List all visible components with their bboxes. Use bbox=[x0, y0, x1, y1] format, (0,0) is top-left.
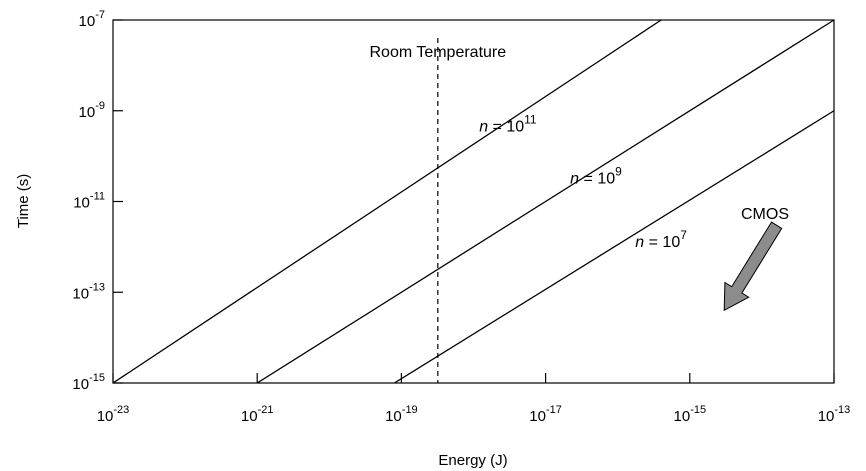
x-tick-label: 10-17 bbox=[529, 404, 562, 425]
x-tick-label: 10-21 bbox=[241, 404, 274, 425]
series-line bbox=[112, 19, 662, 384]
series-lines: n = 1011 n = 109 n = 107 bbox=[112, 19, 835, 384]
x-tick-label: 10-23 bbox=[97, 404, 130, 425]
cmos-label: CMOS bbox=[741, 206, 789, 223]
x-tick-label: 10-19 bbox=[385, 404, 418, 425]
x-tick-label: 10-13 bbox=[818, 404, 851, 425]
cmos-arrow bbox=[723, 221, 783, 312]
y-tick-label: 10-9 bbox=[79, 100, 105, 121]
x-tick-label: 10-15 bbox=[674, 404, 707, 425]
series-label: n = 109 bbox=[570, 164, 622, 187]
y-axis-ticks: 10-15 10-13 10-11 10-9 10-7 bbox=[72, 9, 123, 393]
series-line bbox=[256, 19, 835, 384]
plot-frame bbox=[112, 19, 835, 384]
series-line bbox=[394, 110, 835, 384]
y-tick-label: 10-7 bbox=[79, 9, 105, 30]
series-label: n = 1011 bbox=[479, 112, 537, 135]
y-tick-label: 10-11 bbox=[73, 191, 105, 212]
y-tick-label: 10-15 bbox=[72, 372, 105, 393]
y-tick-label: 10-13 bbox=[72, 281, 105, 302]
x-axis-ticks: 10-23 10-21 10-19 10-17 10-15 10-13 bbox=[97, 373, 851, 425]
x-axis-title: Energy (J) bbox=[438, 452, 507, 469]
annotations: Room Temperature CMOS bbox=[369, 38, 789, 383]
y-axis-title: Time (s) bbox=[15, 174, 32, 228]
series-label: n = 107 bbox=[635, 228, 687, 251]
room-temperature-label: Room Temperature bbox=[369, 44, 506, 61]
